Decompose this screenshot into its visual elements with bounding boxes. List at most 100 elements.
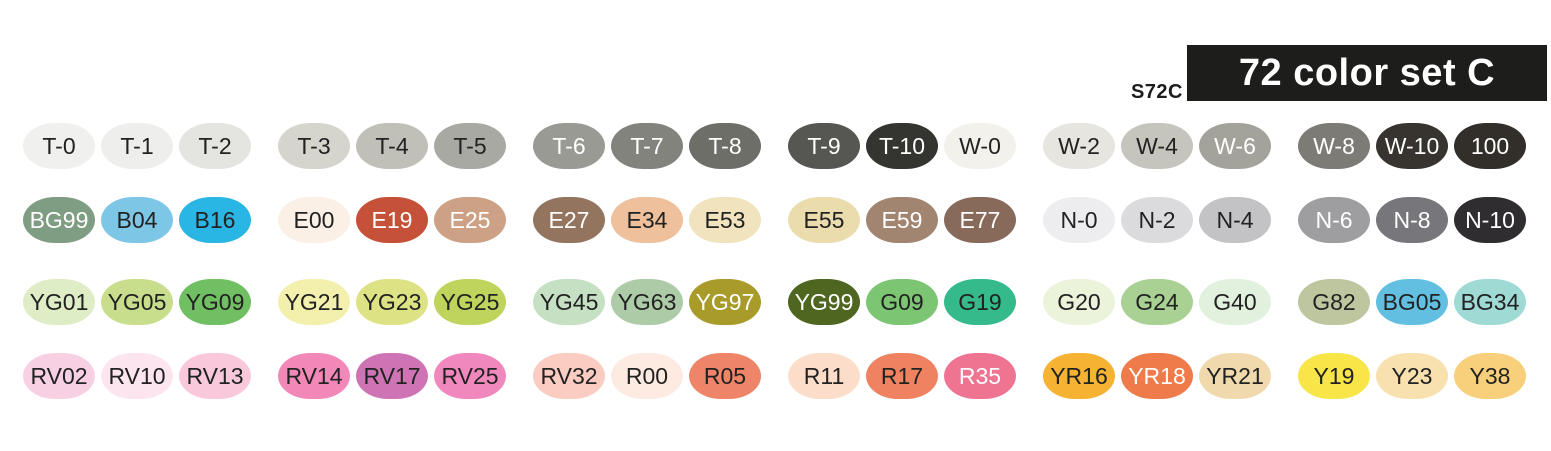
swatch-YG25: YG25 [434,279,506,325]
swatch-R11: R11 [788,353,860,399]
swatch-N-0: N-0 [1043,197,1115,243]
swatch-T-1: T-1 [101,123,173,169]
swatch-group: RV14 RV17 RV25 [278,353,506,399]
swatch-RV13: RV13 [179,353,251,399]
swatch-RV14: RV14 [278,353,350,399]
swatch-R17: R17 [866,353,938,399]
swatch-group: YG45 YG63 YG97 [533,279,761,325]
swatch-group: RV32 R00 R05 [533,353,761,399]
swatch-YG99: YG99 [788,279,860,325]
swatch-T-7: T-7 [611,123,683,169]
swatch-group: N-6 N-8 N-10 [1298,197,1526,243]
swatch-E27: E27 [533,197,605,243]
swatch-group: T-0 T-1 T-2 [23,123,251,169]
swatch-group: YG21 YG23 YG25 [278,279,506,325]
swatch-YR21: YR21 [1199,353,1271,399]
swatch-group: W-2 W-4 W-6 [1043,123,1271,169]
swatch-G19: G19 [944,279,1016,325]
swatch-E59: E59 [866,197,938,243]
swatch-group: W-8 W-10 100 [1298,123,1526,169]
swatch-group: Y19 Y23 Y38 [1298,353,1526,399]
swatch-group: G82 BG05 BG34 [1298,279,1526,325]
swatch-group: BG99 B04 B16 [23,197,251,243]
swatch-RV32: RV32 [533,353,605,399]
swatch-E77: E77 [944,197,1016,243]
swatch-BG99: BG99 [23,197,95,243]
swatch-group: T-9 T-10 W-0 [788,123,1016,169]
swatch-BG05: BG05 [1376,279,1448,325]
swatch-B04: B04 [101,197,173,243]
swatch-group: G20 G24 G40 [1043,279,1271,325]
swatch-W-8: W-8 [1298,123,1370,169]
swatch-W-2: W-2 [1043,123,1115,169]
swatch-group: YG99 G09 G19 [788,279,1016,325]
swatch-T-9: T-9 [788,123,860,169]
swatch-YG63: YG63 [611,279,683,325]
swatch-E53: E53 [689,197,761,243]
swatch-E34: E34 [611,197,683,243]
swatch-G24: G24 [1121,279,1193,325]
swatch-T-0: T-0 [23,123,95,169]
palette-row-4-rv-r-yr-y: RV02 RV10 RV13 RV14 RV17 RV25 RV32 R00 R05 R11 R17… [23,353,1526,399]
swatch-W-10: W-10 [1376,123,1448,169]
swatch-E19: E19 [356,197,428,243]
palette-row-1-toner-warm-grays: T-0 T-1 T-2 T-3 T-4 T-5 T-6 T-7 T-8 T-9 T-10 W-0 W-2… [23,123,1526,169]
swatch-Y19: Y19 [1298,353,1370,399]
swatch-YG01: YG01 [23,279,95,325]
swatch-N-4: N-4 [1199,197,1271,243]
palette-rows: T-0 T-1 T-2 T-3 T-4 T-5 T-6 T-7 T-8 T-9 T-10 W-0 W-2… [23,123,1526,399]
swatch-N-2: N-2 [1121,197,1193,243]
swatch-T-10: T-10 [866,123,938,169]
swatch-G20: G20 [1043,279,1115,325]
swatch-group: T-3 T-4 T-5 [278,123,506,169]
swatch-group: E00 E19 E25 [278,197,506,243]
swatch-E25: E25 [434,197,506,243]
swatch-RV10: RV10 [101,353,173,399]
swatch-E55: E55 [788,197,860,243]
swatch-100: 100 [1454,123,1526,169]
swatch-W-0: W-0 [944,123,1016,169]
swatch-group: T-6 T-7 T-8 [533,123,761,169]
swatch-E00: E00 [278,197,350,243]
swatch-YR18: YR18 [1121,353,1193,399]
swatch-G40: G40 [1199,279,1271,325]
swatch-G82: G82 [1298,279,1370,325]
swatch-RV02: RV02 [23,353,95,399]
swatch-group: YG01 YG05 YG09 [23,279,251,325]
swatch-N-8: N-8 [1376,197,1448,243]
swatch-T-4: T-4 [356,123,428,169]
swatch-RV25: RV25 [434,353,506,399]
swatch-YR16: YR16 [1043,353,1115,399]
swatch-N-6: N-6 [1298,197,1370,243]
swatch-RV17: RV17 [356,353,428,399]
swatch-group: YR16 YR18 YR21 [1043,353,1271,399]
swatch-W-4: W-4 [1121,123,1193,169]
swatch-T-6: T-6 [533,123,605,169]
swatch-YG23: YG23 [356,279,428,325]
swatch-group: E55 E59 E77 [788,197,1016,243]
swatch-B16: B16 [179,197,251,243]
palette-row-2-bg-b-e-n: BG99 B04 B16 E00 E19 E25 E27 E34 E53 E55 E59 E77 N-0… [23,197,1526,243]
swatch-YG97: YG97 [689,279,761,325]
swatch-group: N-0 N-2 N-4 [1043,197,1271,243]
swatch-T-5: T-5 [434,123,506,169]
swatch-W-6: W-6 [1199,123,1271,169]
swatch-YG45: YG45 [533,279,605,325]
swatch-R00: R00 [611,353,683,399]
swatch-R05: R05 [689,353,761,399]
set-code-label: S72C [1130,81,1183,103]
swatch-group: RV02 RV10 RV13 [23,353,251,399]
swatch-group: R11 R17 R35 [788,353,1016,399]
swatch-YG05: YG05 [101,279,173,325]
swatch-Y38: Y38 [1454,353,1526,399]
swatch-YG09: YG09 [179,279,251,325]
palette-row-3-yg-g-bg: YG01 YG05 YG09 YG21 YG23 YG25 YG45 YG63 YG97 YG99… [23,279,1526,325]
swatch-group: E27 E34 E53 [533,197,761,243]
page-title: 72 color set C [1238,51,1496,94]
swatch-YG21: YG21 [278,279,350,325]
swatch-N-10: N-10 [1454,197,1526,243]
swatch-Y23: Y23 [1376,353,1448,399]
swatch-G09: G09 [866,279,938,325]
title-box: 72 color set C [1187,45,1547,101]
